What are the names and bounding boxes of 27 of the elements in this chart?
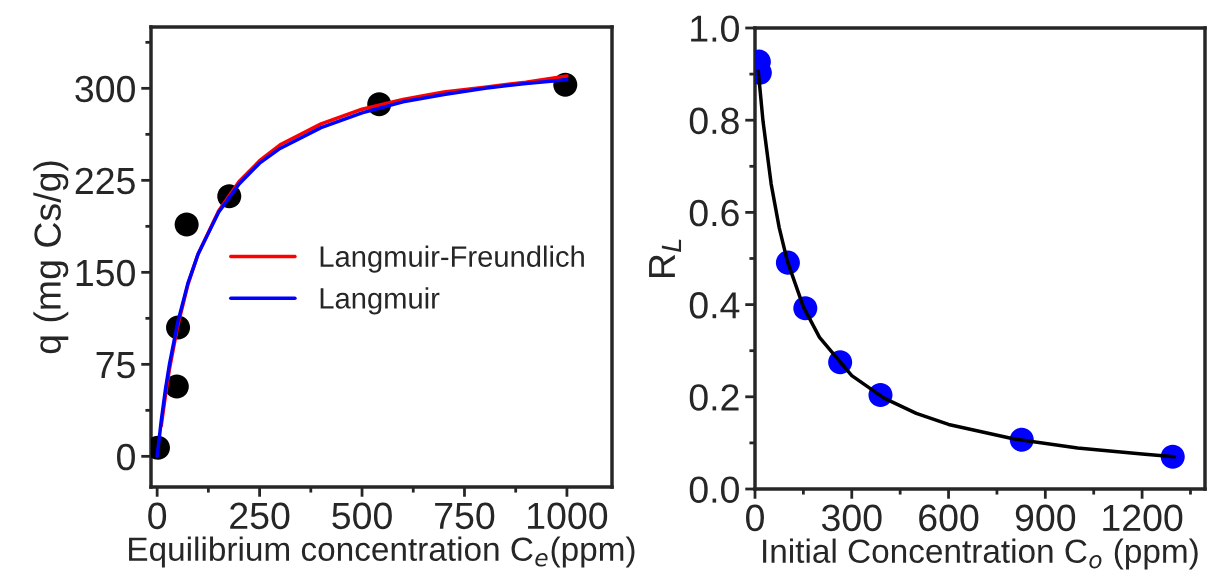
- x-axis-title: Equilibrium concentration C$_{e}$(ppm): [129, 536, 635, 568]
- x-tick-label: 0: [746, 504, 764, 532]
- legend-label: Langmuir: [320, 287, 440, 315]
- x-tick-label: 250: [230, 502, 290, 530]
- x-axis-title: Initial Concentration C$_{o}$ (ppm): [763, 538, 1198, 570]
- y-tick-label: 0.8: [689, 107, 739, 135]
- x-tick-label: 1200: [1103, 504, 1183, 532]
- y-tick-label: 0: [117, 443, 135, 471]
- x-tick-label: 0: [148, 502, 167, 530]
- y-axis-title: q (mg Cs/g): [33, 161, 69, 354]
- y-tick-label: 225: [75, 167, 135, 195]
- y-tick-label: 0.4: [689, 292, 740, 319]
- x-tick-label: 750: [435, 502, 495, 530]
- y-tick-label: 0.0: [689, 476, 739, 503]
- x-tick-label: 300: [821, 504, 882, 532]
- y-tick-label: 1.0: [691, 15, 739, 42]
- y-tick-label: 300: [75, 75, 135, 103]
- legend-label: Langmuir-Freundlich: [320, 245, 584, 273]
- x-tick-label: 500: [332, 502, 392, 530]
- x-tick-label: 900: [1015, 504, 1076, 532]
- y-tick-label: 75: [96, 352, 135, 379]
- y-tick-label: 0.6: [689, 199, 739, 227]
- y-tick-label: 150: [76, 259, 135, 287]
- y-axis-title: R$_{L}$: [649, 239, 682, 277]
- x-tick-label: 600: [919, 504, 979, 532]
- y-tick-label: 0.2: [689, 384, 739, 411]
- x-tick-label: 1000: [528, 502, 608, 530]
